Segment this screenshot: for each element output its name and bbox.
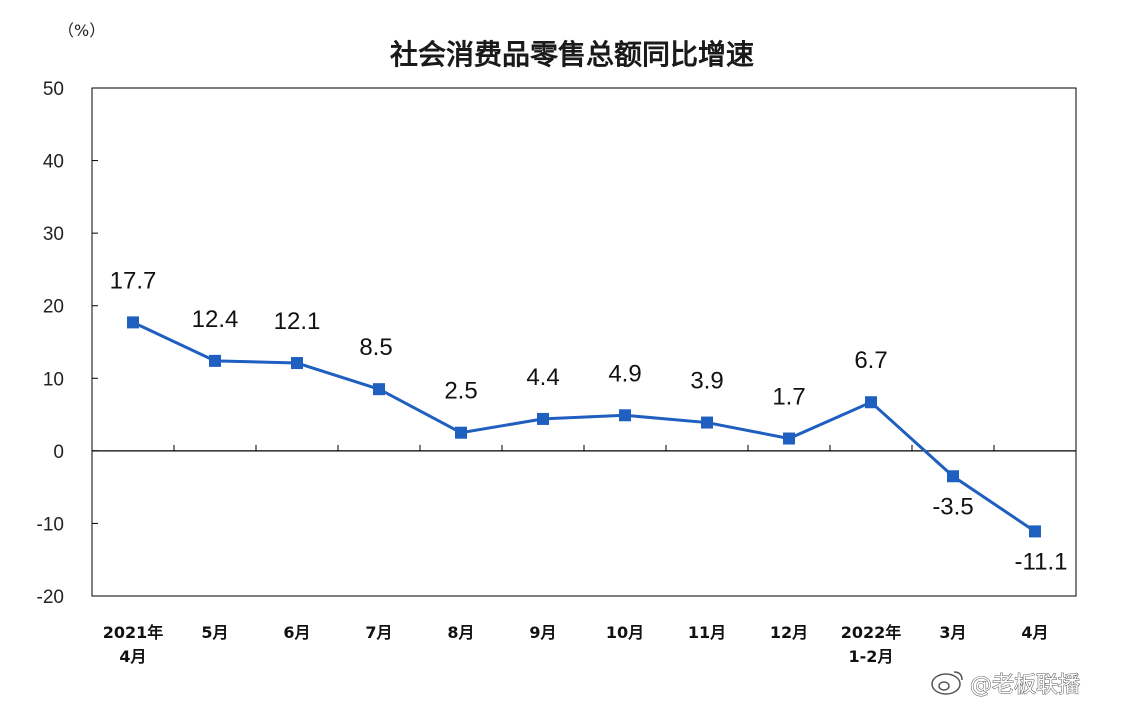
data-label: 17.7 <box>110 267 157 294</box>
data-label: -3.5 <box>932 493 973 520</box>
y-tick-label: -10 <box>37 514 64 535</box>
weibo-logo-icon <box>931 671 963 695</box>
data-point <box>619 409 631 422</box>
data-label: -11.1 <box>1015 548 1068 575</box>
y-tick-label: 0 <box>53 442 64 463</box>
data-point <box>537 412 549 425</box>
y-tick-label: 50 <box>43 79 64 100</box>
x-tick-label: 8月 <box>447 623 474 642</box>
x-tick-label: 5月 <box>201 623 228 642</box>
data-label: 2.5 <box>444 378 477 405</box>
data-label: 12.4 <box>192 306 239 333</box>
x-tick-label: 7月 <box>365 623 392 642</box>
data-point <box>127 316 139 329</box>
data-labels: 17.7 12.4 12.1 8.5 2.5 4.4 4.9 3.9 1.7 6.7 -3.5 -11… <box>110 267 1068 575</box>
x-tick-label: 10月 <box>606 623 644 642</box>
data-label: 6.7 <box>854 347 887 374</box>
x-tick-label: 12月 <box>770 623 808 642</box>
data-point <box>865 396 877 409</box>
x-tick-label: 2021年 <box>103 623 164 642</box>
x-tick-label: 4月 <box>1021 623 1048 642</box>
y-tick-label: 40 <box>43 152 64 173</box>
x-tick-label: 9月 <box>529 623 556 642</box>
chart-title: 社会消费品零售总额同比增速 <box>390 38 754 71</box>
data-label: 8.5 <box>359 334 392 361</box>
data-point <box>209 354 221 367</box>
watermark-text: @老板联播 <box>970 673 1080 698</box>
x-tick-label: 6月 <box>283 623 310 642</box>
x-tick-label: 1-2月 <box>849 647 894 666</box>
series-markers <box>127 316 1041 538</box>
y-unit-label: （%） <box>58 21 105 40</box>
data-point <box>947 470 959 483</box>
y-tick-label: 30 <box>43 224 64 245</box>
data-label: 12.1 <box>274 308 321 335</box>
y-tick-label: 10 <box>43 369 64 390</box>
plot-frame <box>91 87 1077 597</box>
data-label: 3.9 <box>690 368 723 395</box>
data-label: 4.9 <box>608 360 641 387</box>
data-point <box>291 357 303 370</box>
x-tick-label: 3月 <box>939 623 966 642</box>
x-axis: 2021年 4月 5月 6月 7月 8月 9月 10月 11月 12月 2022年 1-2月 3月 4月 <box>91 444 1077 666</box>
data-point <box>783 432 795 445</box>
y-tick-label: 20 <box>43 297 64 318</box>
x-tick-label: 2022年 <box>841 623 902 642</box>
data-point <box>701 416 713 429</box>
data-label: 4.4 <box>526 364 559 391</box>
x-tick-label: 11月 <box>688 623 726 642</box>
data-point <box>373 383 385 396</box>
y-tick-label: -20 <box>37 587 64 608</box>
watermark: @老板联播 <box>931 671 1081 699</box>
data-point <box>455 426 467 439</box>
x-tick-label: 4月 <box>119 647 146 666</box>
y-axis: 50 40 30 20 10 0 -10 -20 <box>37 79 98 608</box>
data-label: 1.7 <box>772 384 805 411</box>
series-line <box>132 321 1036 533</box>
data-point <box>1029 525 1041 538</box>
